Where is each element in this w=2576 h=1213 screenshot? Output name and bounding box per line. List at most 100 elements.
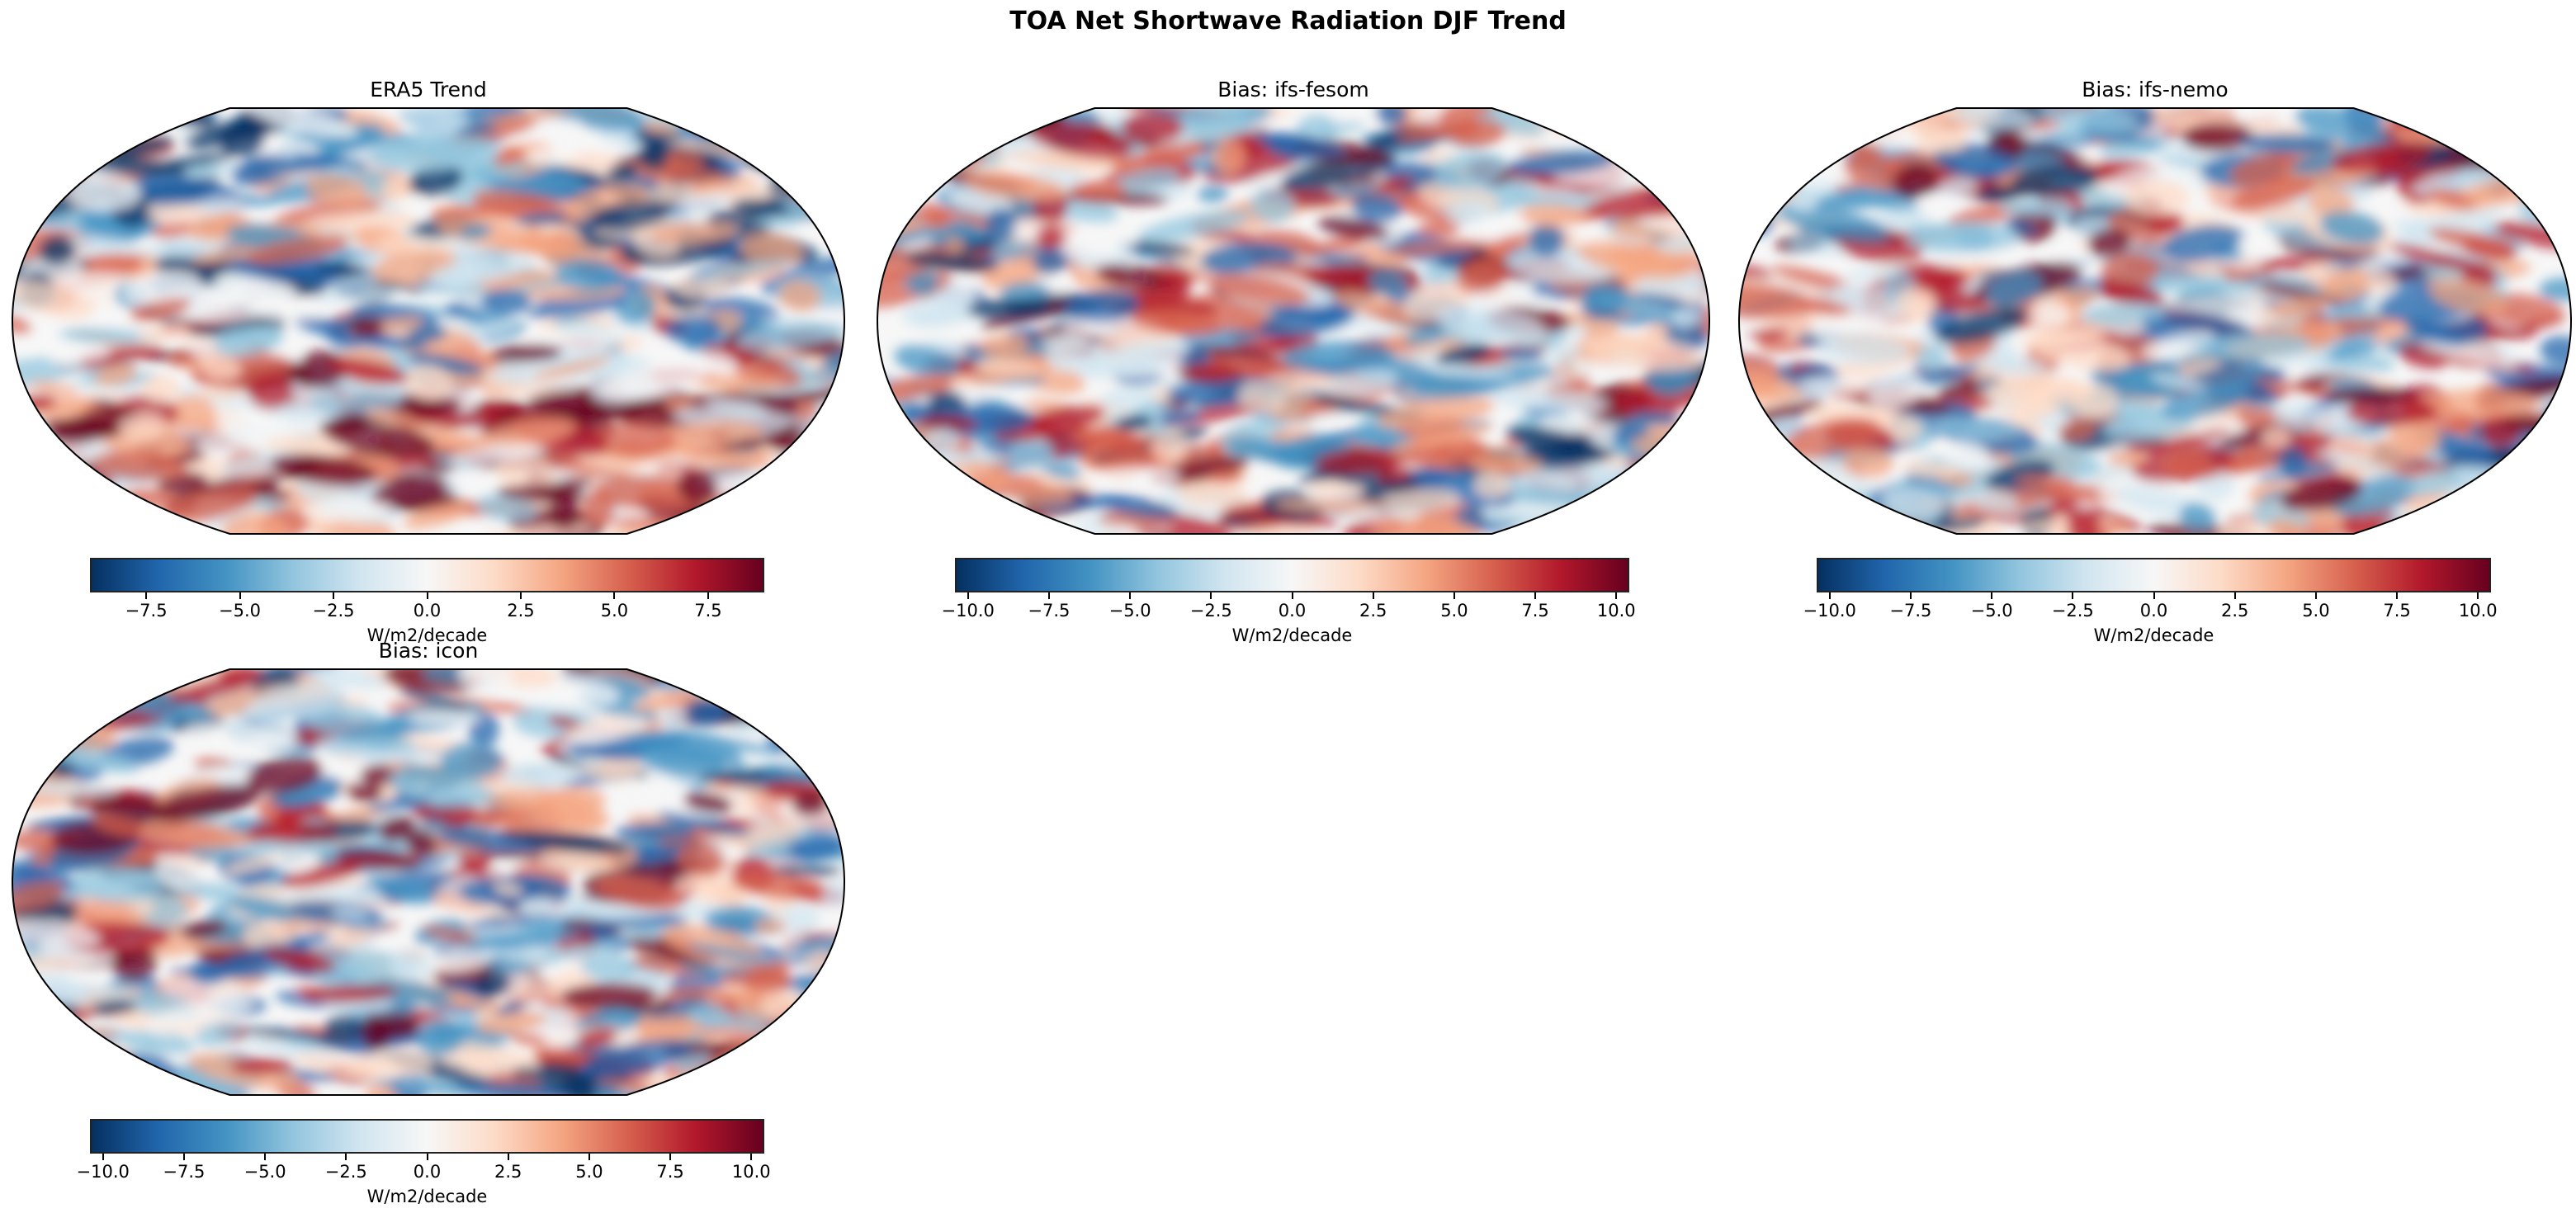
heat-cell	[1158, 268, 1192, 293]
heat-cell	[1317, 216, 1389, 240]
heat-cell	[2290, 509, 2360, 534]
colorbar-tick-label: −7.5	[163, 1162, 206, 1182]
heat-cell	[2529, 108, 2571, 120]
heat-cell	[452, 1081, 573, 1095]
colorbar-tick-label: −2.5	[1189, 601, 1232, 621]
heat-cell	[1249, 187, 1295, 223]
heat-cell	[877, 426, 910, 463]
heat-cell	[1177, 481, 1248, 505]
heat-cell	[1915, 345, 1947, 374]
heat-cell	[282, 1036, 320, 1049]
heat-cell	[1212, 139, 1246, 174]
heat-cell	[2403, 503, 2462, 530]
heat-cell	[312, 287, 404, 303]
heat-cell	[71, 866, 163, 902]
heat-cell	[90, 1059, 139, 1078]
colorbar-tick	[2477, 592, 2479, 599]
heat-cell	[145, 204, 209, 218]
heat-cell	[427, 135, 500, 167]
heat-cell	[2196, 470, 2234, 501]
heat-cell	[656, 811, 752, 837]
colorbar-label: W/m2/decade	[2093, 625, 2214, 645]
heat-cell	[1633, 507, 1707, 534]
heat-cell	[518, 896, 557, 916]
heat-cell	[814, 478, 844, 502]
heat-cell	[999, 281, 1049, 301]
colorbar-tick-label: −5.0	[219, 601, 262, 621]
heat-cell	[1499, 347, 1545, 361]
heat-cell	[445, 1039, 541, 1069]
heat-cell	[1628, 502, 1665, 526]
heat-cell	[808, 161, 844, 183]
colorbar-tick	[239, 592, 241, 599]
heat-cell	[1745, 484, 1780, 512]
heat-cell	[1434, 151, 1508, 190]
heat-cell	[324, 1014, 363, 1043]
heat-cell	[2122, 429, 2231, 455]
heat-cell	[1771, 266, 1857, 292]
heat-cell	[2107, 450, 2147, 468]
heat-cell	[1137, 210, 1251, 243]
heat-cell	[792, 791, 829, 817]
heat-cell	[1379, 489, 1459, 514]
heat-cell	[879, 481, 956, 517]
heat-cell	[1185, 157, 1228, 175]
panel-bias-icon: Bias: icon −10.0 −7.5 −5.0 −2.5 0.0 2.5 5.0 7.5…	[12, 639, 845, 1213]
heat-cell	[2281, 478, 2362, 512]
heat-cell	[12, 467, 36, 502]
heat-cell	[2461, 108, 2571, 133]
heat-cell	[1936, 307, 2029, 345]
heat-cell	[614, 159, 726, 186]
heat-cell	[447, 445, 545, 465]
heat-cell	[12, 680, 103, 714]
heat-cell	[1540, 414, 1633, 451]
heat-cell	[684, 108, 728, 132]
heat-cell	[2082, 302, 2166, 325]
heat-cell	[408, 353, 484, 375]
colorbar-tick	[2072, 592, 2074, 599]
map-outline	[877, 107, 1710, 535]
heat-cell	[1552, 513, 1635, 534]
heat-cell	[2000, 198, 2073, 216]
heat-cell	[2307, 188, 2355, 217]
heat-cell	[229, 1057, 294, 1075]
heat-cell	[12, 130, 102, 153]
heat-cell	[949, 493, 980, 522]
heat-cell	[92, 814, 149, 838]
heat-cell	[877, 226, 952, 262]
heat-cell	[269, 453, 377, 486]
map-heatmap	[12, 107, 845, 535]
heat-cell	[35, 1033, 89, 1046]
heat-cell	[2035, 108, 2141, 133]
heat-cell	[272, 847, 316, 872]
heat-cell	[144, 998, 254, 1030]
colorbar-tick	[1828, 592, 1831, 599]
colorbar-tick-label: −7.5	[125, 601, 168, 621]
heat-cell	[551, 677, 620, 706]
colorbar-tick-label: 2.5	[494, 1162, 522, 1182]
heat-cell	[346, 781, 383, 802]
heat-cell	[45, 109, 110, 135]
heat-cell	[1391, 239, 1491, 255]
heat-cell	[2277, 446, 2309, 475]
heat-cell	[2087, 229, 2131, 257]
heat-cell	[141, 375, 180, 403]
heat-cell	[1681, 196, 1709, 228]
map-outline	[12, 668, 845, 1096]
heat-cell	[293, 153, 369, 168]
heat-cell	[787, 832, 844, 862]
heat-cell	[1740, 122, 1775, 135]
heat-cell	[2437, 444, 2501, 466]
heat-cell	[754, 918, 787, 934]
colorbar-tick	[613, 592, 616, 599]
heat-cell	[2072, 384, 2120, 418]
heat-cell	[1596, 519, 1628, 534]
heat-cell	[215, 327, 284, 345]
heat-cell	[547, 497, 581, 530]
heat-cell	[12, 1031, 43, 1053]
heat-cell	[2329, 141, 2432, 173]
heat-cell	[23, 676, 125, 697]
heat-cell	[1009, 437, 1054, 470]
heat-cell	[1758, 134, 1795, 158]
heat-cell	[664, 315, 723, 345]
